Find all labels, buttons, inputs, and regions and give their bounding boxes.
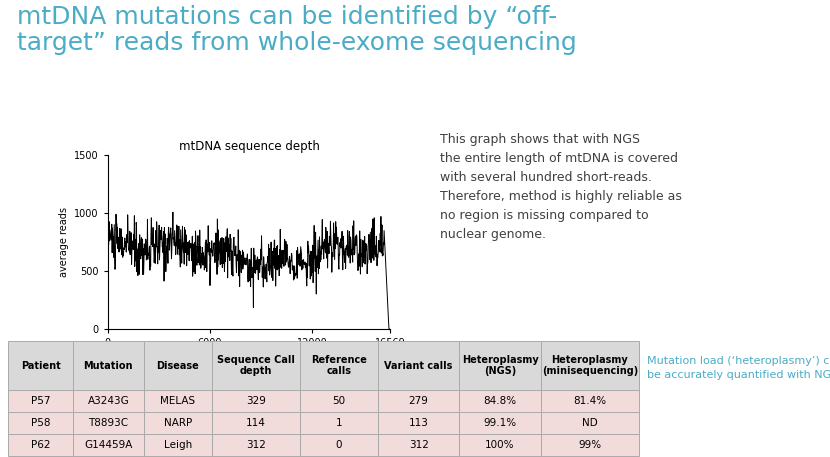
Bar xyxy=(459,340,541,390)
Text: 312: 312 xyxy=(408,441,428,451)
Text: G14459A: G14459A xyxy=(84,441,133,451)
Text: 84.8%: 84.8% xyxy=(484,397,516,406)
Text: T8893C: T8893C xyxy=(88,419,129,428)
Bar xyxy=(8,390,73,412)
Bar xyxy=(8,340,73,390)
Bar xyxy=(73,412,144,435)
Bar xyxy=(212,412,300,435)
Text: Patient: Patient xyxy=(21,361,61,371)
Bar xyxy=(144,412,212,435)
Text: 99.1%: 99.1% xyxy=(484,419,516,428)
Text: 329: 329 xyxy=(246,397,266,406)
Text: Mutation: Mutation xyxy=(84,361,133,371)
Text: NARP: NARP xyxy=(164,419,192,428)
Text: mtDNA mutations can be identified by “off-
target” reads from whole-exome sequen: mtDNA mutations can be identified by “of… xyxy=(17,5,576,55)
Title: mtDNA sequence depth: mtDNA sequence depth xyxy=(178,140,320,153)
Text: 312: 312 xyxy=(246,441,266,451)
Text: 99%: 99% xyxy=(579,441,602,451)
Text: 100%: 100% xyxy=(486,441,515,451)
Text: 0: 0 xyxy=(335,441,342,451)
Text: Leigh: Leigh xyxy=(164,441,192,451)
Text: P58: P58 xyxy=(31,419,51,428)
Text: A3243G: A3243G xyxy=(87,397,129,406)
Bar xyxy=(541,390,639,412)
Text: ND: ND xyxy=(582,419,598,428)
Bar xyxy=(541,340,639,390)
Bar xyxy=(459,412,541,435)
Bar xyxy=(73,390,144,412)
Bar xyxy=(378,390,459,412)
Bar xyxy=(144,435,212,457)
Y-axis label: average reads: average reads xyxy=(59,207,69,277)
Bar xyxy=(8,412,73,435)
Text: Variant calls: Variant calls xyxy=(384,361,453,371)
Bar xyxy=(378,435,459,457)
Bar xyxy=(73,340,144,390)
Bar xyxy=(378,340,459,390)
Text: Heteroplasmy
(minisequencing): Heteroplasmy (minisequencing) xyxy=(542,355,638,376)
Bar xyxy=(300,390,378,412)
Bar xyxy=(541,435,639,457)
Text: P62: P62 xyxy=(31,441,51,451)
Bar xyxy=(459,390,541,412)
Bar xyxy=(8,435,73,457)
Text: 114: 114 xyxy=(246,419,266,428)
Text: 279: 279 xyxy=(408,397,428,406)
Text: 113: 113 xyxy=(408,419,428,428)
Bar xyxy=(459,435,541,457)
Text: P57: P57 xyxy=(31,397,51,406)
Bar xyxy=(300,340,378,390)
Text: 81.4%: 81.4% xyxy=(574,397,607,406)
Text: Reference
calls: Reference calls xyxy=(311,355,367,376)
Bar xyxy=(212,390,300,412)
Text: Mutation load (‘heteroplasmy’) can
be accurately quantified with NGS.: Mutation load (‘heteroplasmy’) can be ac… xyxy=(647,356,830,381)
Bar xyxy=(541,412,639,435)
Text: Disease: Disease xyxy=(157,361,199,371)
Text: This graph shows that with NGS
the entire length of mtDNA is covered
with severa: This graph shows that with NGS the entir… xyxy=(440,133,681,240)
Bar xyxy=(144,390,212,412)
Text: 1: 1 xyxy=(335,419,342,428)
Bar xyxy=(212,340,300,390)
Bar xyxy=(378,412,459,435)
Bar xyxy=(212,435,300,457)
Bar xyxy=(300,435,378,457)
Text: Sequence Call
depth: Sequence Call depth xyxy=(217,355,295,376)
X-axis label: mtDNA nucelotide position bp: mtDNA nucelotide position bp xyxy=(176,354,322,364)
Bar xyxy=(73,435,144,457)
Text: Heteroplasmy
(NGS): Heteroplasmy (NGS) xyxy=(461,355,539,376)
Bar xyxy=(144,340,212,390)
Bar xyxy=(300,412,378,435)
Text: 50: 50 xyxy=(332,397,345,406)
Text: MELAS: MELAS xyxy=(160,397,195,406)
